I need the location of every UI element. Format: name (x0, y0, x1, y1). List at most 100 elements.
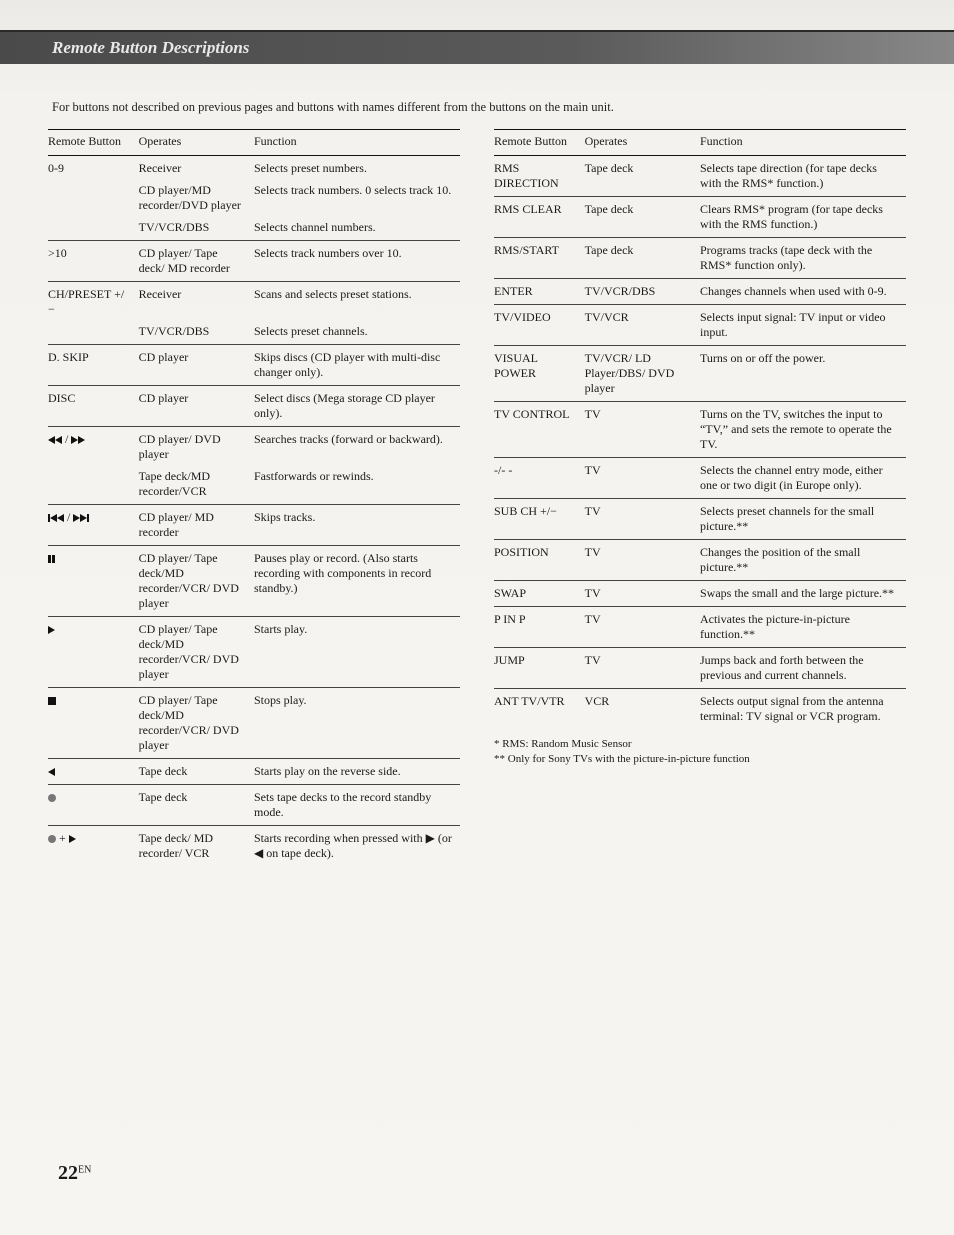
cell-function: Selects tape direction (for tape decks w… (700, 156, 906, 197)
page-lang: EN (78, 1165, 91, 1176)
cell-remote-button: TV CONTROL (494, 402, 585, 458)
cell-operates: TV (585, 540, 700, 581)
section-title: Remote Button Descriptions (52, 38, 249, 57)
cell-function: Selects the channel entry mode, either o… (700, 458, 906, 499)
cell-function: Turns on or off the power. (700, 346, 906, 402)
col-operates: Operates (585, 130, 700, 156)
cell-remote-button: ANT TV/VTR (494, 689, 585, 730)
cell-operates: Tape deck/ MD recorder/ VCR (139, 826, 254, 867)
col-remote-button: Remote Button (48, 130, 139, 156)
cell-function: Clears RMS* program (for tape decks with… (700, 197, 906, 238)
cell-operates: TV/VCR/DBS (585, 279, 700, 305)
page-number-value: 22 (58, 1162, 78, 1184)
cell-function: Changes the position of the small pictur… (700, 540, 906, 581)
cell-function: Sets tape decks to the record standby mo… (254, 785, 460, 826)
cell-remote-button: D. SKIP (48, 345, 139, 386)
table-row: >10CD player/ Tape deck/ MD recorderSele… (48, 241, 460, 282)
table-row: TV/VIDEOTV/VCRSelects input signal: TV i… (494, 305, 906, 346)
col-function: Function (254, 130, 460, 156)
cell-remote-button: TV/VIDEO (494, 305, 585, 346)
cell-remote-button (48, 218, 139, 241)
table-row: RMS CLEARTape deckClears RMS* program (f… (494, 197, 906, 238)
cell-operates: TV (585, 648, 700, 689)
cell-operates: Tape deck (585, 156, 700, 197)
table-row: ANT TV/VTRVCRSelects output signal from … (494, 689, 906, 730)
footnote-pip: ** Only for Sony TVs with the picture-in… (494, 752, 906, 767)
cell-function: Turns on the TV, switches the input to “… (700, 402, 906, 458)
cell-remote-button: SWAP (494, 581, 585, 607)
cell-function: Select discs (Mega storage CD player onl… (254, 386, 460, 427)
table-row: CD player/MD recorder/DVD playerSelects … (48, 181, 460, 218)
recplay-icon: + (48, 826, 139, 867)
table-row: Tape deckStarts play on the reverse side… (48, 759, 460, 785)
cell-operates: TV (585, 458, 700, 499)
footnotes: * RMS: Random Music Sensor ** Only for S… (494, 737, 906, 767)
cell-remote-button: VISUAL POWER (494, 346, 585, 402)
cell-remote-button (48, 322, 139, 345)
cell-remote-button: RMS CLEAR (494, 197, 585, 238)
revplay-icon (48, 759, 139, 785)
cell-operates: Receiver (139, 156, 254, 182)
cell-operates: Tape deck (585, 197, 700, 238)
cell-operates: CD player/ Tape deck/MD recorder/VCR/ DV… (139, 617, 254, 688)
cell-remote-button: P IN P (494, 607, 585, 648)
cell-operates: TV (585, 607, 700, 648)
cell-operates: Receiver (139, 282, 254, 323)
table-row: SWAPTVSwaps the small and the large pict… (494, 581, 906, 607)
cell-function: Jumps back and forth between the previou… (700, 648, 906, 689)
cell-remote-button (48, 181, 139, 218)
stop-icon (48, 688, 139, 759)
table-row: TV/VCR/DBSSelects channel numbers. (48, 218, 460, 241)
cell-operates: Tape deck (139, 759, 254, 785)
cell-remote-button: ENTER (494, 279, 585, 305)
play-icon (48, 617, 139, 688)
cell-remote-button: >10 (48, 241, 139, 282)
cell-operates: TV/VCR/ LD Player/DBS/ DVD player (585, 346, 700, 402)
right-table: Remote Button Operates Function RMS DIRE… (494, 129, 906, 729)
table-row: VISUAL POWERTV/VCR/ LD Player/DBS/ DVD p… (494, 346, 906, 402)
cell-operates: CD player/MD recorder/DVD player (139, 181, 254, 218)
col-remote-button: Remote Button (494, 130, 585, 156)
cell-operates: TV/VCR (585, 305, 700, 346)
cell-remote-button (48, 467, 139, 505)
table-header-row: Remote Button Operates Function (494, 130, 906, 156)
left-table: Remote Button Operates Function 0-9Recei… (48, 129, 460, 866)
cell-operates: TV/VCR/DBS (139, 322, 254, 345)
cell-function: Activates the picture-in-picture functio… (700, 607, 906, 648)
table-header-row: Remote Button Operates Function (48, 130, 460, 156)
section-title-banner: Remote Button Descriptions (0, 30, 954, 64)
cell-function: Selects input signal: TV input or video … (700, 305, 906, 346)
table-row: -/- -TVSelects the channel entry mode, e… (494, 458, 906, 499)
cell-remote-button: RMS DIRECTION (494, 156, 585, 197)
cell-function: Stops play. (254, 688, 460, 759)
footnote-rms: * RMS: Random Music Sensor (494, 737, 906, 752)
cell-remote-button: -/- - (494, 458, 585, 499)
cell-operates: TV (585, 499, 700, 540)
cell-function: Selects preset numbers. (254, 156, 460, 182)
table-row: / CD player/ MD recorderSkips tracks. (48, 505, 460, 546)
table-row: CD player/ Tape deck/MD recorder/VCR/ DV… (48, 546, 460, 617)
table-row: / CD player/ DVD playerSearches tracks (… (48, 427, 460, 468)
right-column: Remote Button Operates Function RMS DIRE… (494, 129, 906, 866)
table-row: POSITIONTVChanges the position of the sm… (494, 540, 906, 581)
cell-function: Searches tracks (forward or backward). (254, 427, 460, 468)
cell-function: Pauses play or record. (Also starts reco… (254, 546, 460, 617)
cell-remote-button: RMS/START (494, 238, 585, 279)
cell-function: Selects track numbers over 10. (254, 241, 460, 282)
table-row: CD player/ Tape deck/MD recorder/VCR/ DV… (48, 688, 460, 759)
intro-text: For buttons not described on previous pa… (48, 100, 906, 115)
table-row: ENTERTV/VCR/DBSChanges channels when use… (494, 279, 906, 305)
table-row: RMS DIRECTIONTape deckSelects tape direc… (494, 156, 906, 197)
page: Remote Button Descriptions For buttons n… (0, 0, 954, 1235)
table-row: JUMPTVJumps back and forth between the p… (494, 648, 906, 689)
cell-operates: Tape deck (585, 238, 700, 279)
cell-function: Starts play. (254, 617, 460, 688)
cell-operates: VCR (585, 689, 700, 730)
cell-function: Selects preset channels for the small pi… (700, 499, 906, 540)
rewff-icon: / (48, 427, 139, 468)
cell-remote-button: 0-9 (48, 156, 139, 182)
cell-remote-button: SUB CH +/− (494, 499, 585, 540)
cell-function: Programs tracks (tape deck with the RMS*… (700, 238, 906, 279)
cell-function: Selects track numbers. 0 selects track 1… (254, 181, 460, 218)
cell-remote-button: CH/PRESET +/− (48, 282, 139, 323)
